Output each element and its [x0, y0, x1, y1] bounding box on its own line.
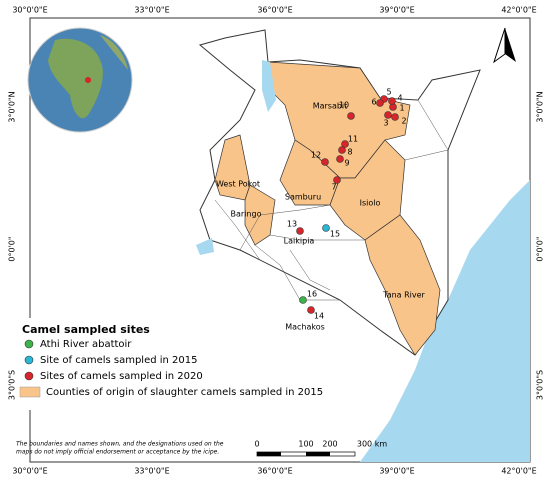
site-label: 5 — [386, 88, 391, 97]
latitude-label: 3°0'0"S — [536, 370, 545, 400]
county-tana-river — [364, 214, 441, 356]
border — [379, 97, 449, 161]
legend-swatch — [24, 355, 34, 365]
lake-victoria — [196, 238, 214, 255]
site-marker — [376, 99, 384, 107]
county-label: Tana River — [382, 291, 425, 300]
site-label: 14 — [314, 312, 324, 321]
longitude-label: 36°0'0"E — [257, 467, 292, 476]
site-marker — [299, 296, 307, 304]
site-marker — [322, 224, 330, 232]
scale-label: 100 — [298, 440, 313, 449]
site-label: 15 — [330, 230, 340, 239]
latitude-label: 3°0'0"N — [8, 91, 17, 122]
county-label: West Pokot — [216, 180, 260, 189]
site-marker — [347, 112, 355, 120]
scale-label: 200 — [322, 440, 337, 449]
county-label: Laikipia — [284, 237, 315, 246]
site-label: 4 — [397, 94, 402, 103]
longitude-label: 39°0'0"E — [379, 6, 414, 15]
site-marker — [338, 146, 346, 154]
latitude-label: 0°0'0" — [536, 236, 545, 261]
site-marker — [341, 140, 349, 148]
longitude-label: 33°0'0"E — [134, 6, 169, 15]
county-label: Samburu — [285, 193, 321, 202]
site-marker — [384, 111, 392, 119]
arrow-right — [505, 28, 516, 62]
legend-swatch — [24, 371, 34, 381]
site-marker — [333, 176, 341, 184]
ocean — [360, 180, 530, 462]
longitude-label: 30°0'0"E — [12, 6, 47, 15]
legend-title: Camel sampled sites — [22, 323, 150, 336]
county-label: Machakos — [285, 323, 325, 332]
scale-label: 0 — [254, 440, 259, 449]
longitude-label: 30°0'0"E — [12, 467, 47, 476]
border — [254, 244, 340, 301]
scale-bar-segment — [306, 452, 330, 456]
site-marker — [336, 155, 344, 163]
globe-kenya — [85, 77, 91, 83]
border — [214, 199, 261, 261]
latitude-label: 0°0'0" — [8, 236, 17, 261]
globe-land — [100, 35, 128, 70]
site-label: 6 — [371, 98, 376, 107]
legend-swatch — [19, 386, 41, 398]
globe — [27, 27, 133, 133]
county-label: Isiolo — [360, 199, 381, 208]
site-marker — [296, 227, 304, 235]
disclaimer: maps do not imply official endorsement o… — [16, 449, 219, 456]
legend-swatch — [24, 339, 34, 349]
longitude-label: 36°0'0"E — [257, 6, 292, 15]
site-label: 2 — [401, 117, 406, 126]
site-label: 16 — [307, 290, 317, 299]
disclaimer: The boundaries and names shown, and the … — [16, 441, 224, 448]
site-marker — [321, 158, 329, 166]
legend-label: Counties of origin of slaughter camels s… — [46, 387, 323, 398]
legend-box — [14, 318, 320, 410]
longitude-label: 42°0'0"E — [501, 467, 536, 476]
county-borders — [214, 97, 449, 301]
border — [269, 234, 365, 241]
site-label: 8 — [347, 148, 352, 157]
scale-bar — [256, 451, 356, 457]
site-label: 10 — [339, 101, 349, 110]
counties — [214, 61, 441, 356]
globe-africa — [48, 38, 103, 119]
county-label: Baringo — [231, 210, 262, 219]
indian-ocean — [360, 180, 530, 462]
longitude-label: 39°0'0"E — [379, 467, 414, 476]
site-label: 11 — [348, 135, 358, 144]
legend-label: Sites of camels sampled in 2020 — [40, 371, 203, 382]
site-label: 9 — [344, 159, 349, 168]
border — [239, 204, 331, 251]
latitude-label: 3°0'0"S — [8, 370, 17, 400]
lake-turkana — [262, 60, 276, 112]
legend-label: Athi River abattoir — [40, 339, 132, 350]
scale-bar-segment — [257, 452, 281, 456]
site-label: 12 — [311, 151, 321, 160]
site-marker — [391, 113, 399, 121]
county-label: Marsabit — [313, 102, 348, 111]
longitude-label: 42°0'0"E — [501, 6, 536, 15]
site-marker — [307, 306, 315, 314]
border — [289, 249, 331, 291]
legend-label: Site of camels sampled in 2015 — [40, 355, 198, 366]
site-label: 7 — [331, 183, 336, 192]
north-arrow — [493, 27, 516, 64]
longitude-label: 33°0'0"E — [134, 467, 169, 476]
latitude-label: 3°0'0"N — [536, 91, 545, 122]
site-label: 13 — [287, 220, 297, 229]
site-label: 3 — [383, 119, 388, 128]
scale-label: 300 km — [357, 440, 387, 449]
site-label: 1 — [399, 104, 404, 113]
site-marker — [388, 97, 396, 105]
